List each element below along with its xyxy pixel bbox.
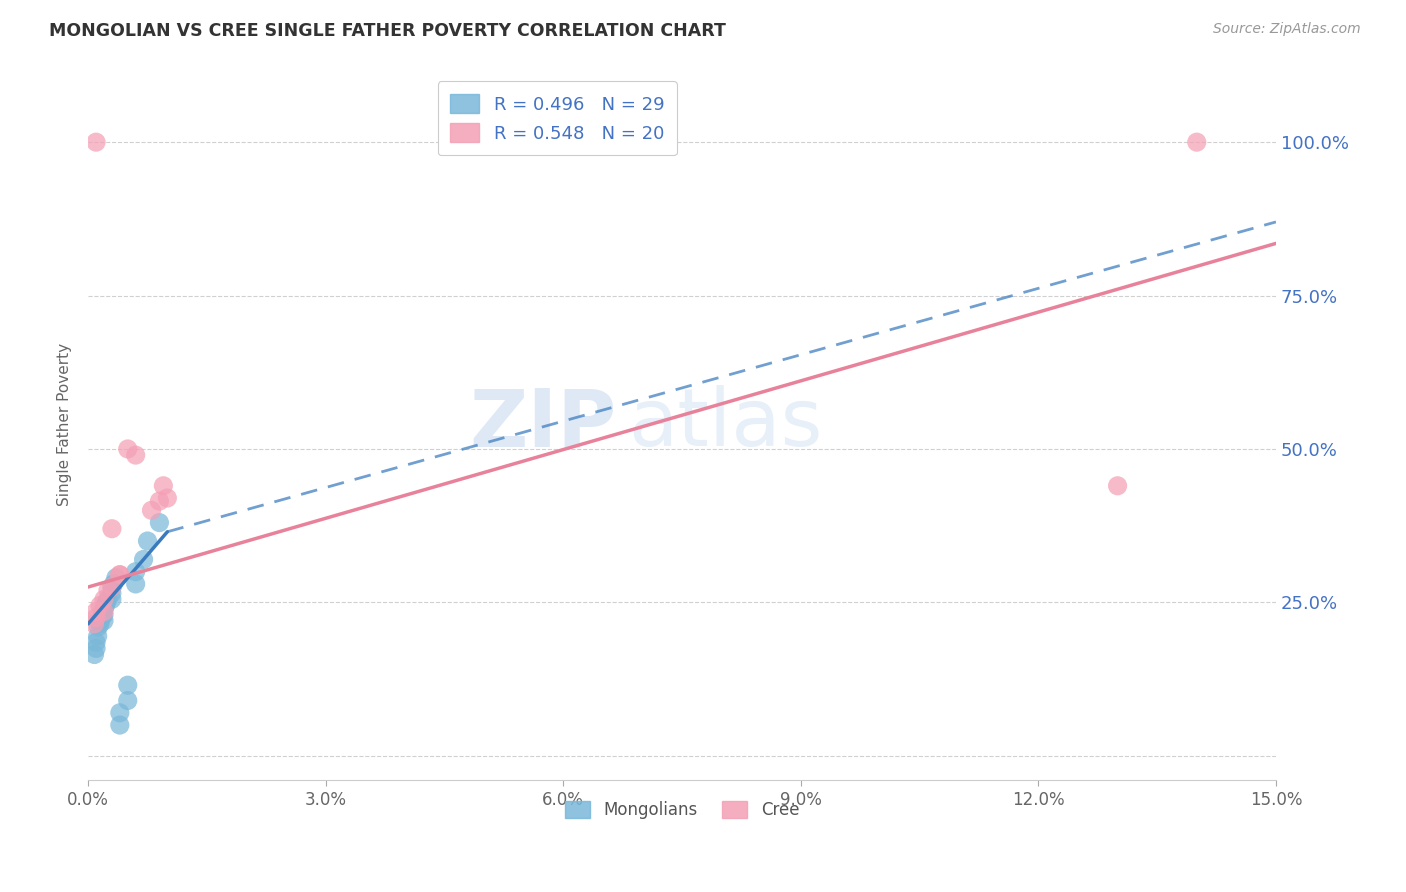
Point [83, 616, 105, 631]
Point [84, 135, 107, 149]
Point [84, 610, 107, 624]
Point [83, 648, 105, 662]
Point [117, 678, 139, 692]
Point [108, 706, 131, 720]
Point [156, 491, 179, 505]
Point [97, 592, 120, 607]
Point [93, 614, 115, 628]
Point [89, 614, 111, 628]
Point [1185, 135, 1208, 149]
Point [101, 522, 124, 536]
Point [84, 635, 107, 649]
Text: Source: ZipAtlas.com: Source: ZipAtlas.com [1213, 22, 1361, 37]
Point [148, 494, 170, 508]
Point [108, 567, 131, 582]
Point [93, 592, 115, 607]
Point [1107, 479, 1129, 493]
Point [141, 503, 163, 517]
Point [108, 567, 131, 582]
Point [124, 565, 146, 579]
Point [124, 577, 146, 591]
Point [86, 629, 108, 643]
Point [91, 607, 114, 622]
Point [84, 641, 107, 656]
Point [97, 583, 120, 598]
Point [108, 718, 131, 732]
Point [103, 577, 125, 591]
Point [101, 592, 124, 607]
Point [152, 479, 174, 493]
Point [148, 516, 170, 530]
Point [93, 605, 115, 619]
Point [90, 610, 112, 624]
Point [124, 448, 146, 462]
Text: atlas: atlas [628, 385, 823, 464]
Point [94, 599, 117, 613]
Text: MONGOLIAN VS CREE SINGLE FATHER POVERTY CORRELATION CHART: MONGOLIAN VS CREE SINGLE FATHER POVERTY … [49, 22, 725, 40]
Point [101, 580, 124, 594]
Point [117, 693, 139, 707]
Point [84, 605, 107, 619]
Point [136, 533, 159, 548]
Point [104, 571, 127, 585]
Point [87, 620, 110, 634]
Point [93, 607, 115, 622]
Y-axis label: Single Father Poverty: Single Father Poverty [58, 343, 72, 506]
Point [96, 595, 118, 609]
Point [132, 552, 155, 566]
Point [101, 580, 124, 594]
Point [89, 616, 111, 631]
Text: ZIP: ZIP [470, 385, 617, 464]
Point [117, 442, 139, 456]
Point [89, 599, 111, 613]
Point [93, 601, 115, 615]
Point [101, 586, 124, 600]
Legend: Mongolians, Cree: Mongolians, Cree [558, 794, 806, 825]
